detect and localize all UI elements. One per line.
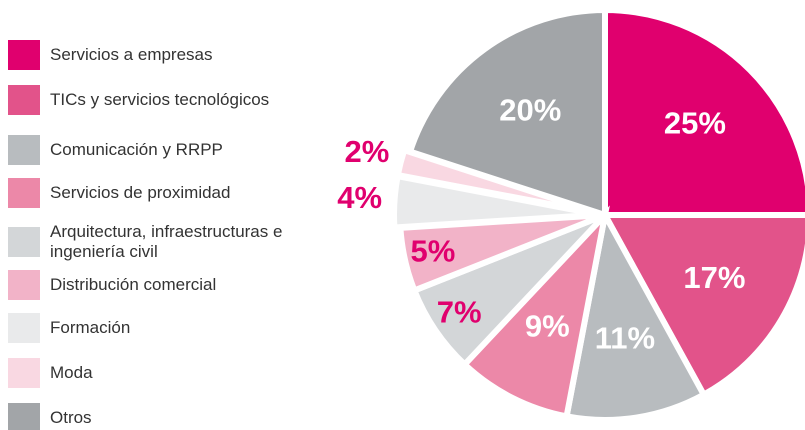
legend-swatch [8, 358, 40, 388]
legend-swatch [8, 313, 40, 343]
legend-item: Servicios a empresas [8, 40, 315, 70]
legend-item: Moda [8, 358, 315, 388]
legend-label: Comunicación y RRPP [50, 140, 223, 159]
value-label: 11% [595, 321, 655, 356]
legend-swatch [8, 40, 40, 70]
legend-label: Servicios de proximidad [50, 183, 231, 202]
value-label: 7% [437, 294, 482, 329]
value-label: 20% [499, 92, 561, 127]
legend-swatch [8, 85, 40, 115]
legend-item: Distribución comercial [8, 270, 315, 300]
pie-slice [460, 205, 610, 420]
legend-label: Distribución comercial [50, 275, 217, 294]
legend-item: Otros [8, 403, 315, 430]
legend-item: Formación [8, 313, 315, 343]
legend-item: Servicios de proximidad [8, 178, 315, 208]
legend-label: TICs y servicios tecnológicos [50, 90, 270, 109]
legend-swatch [8, 178, 40, 208]
pie-slice [599, 212, 805, 399]
legend-label: Arquitectura, infraestructuras e ingenie… [50, 222, 283, 261]
legend-label: Servicios a empresas [50, 45, 213, 64]
legend-swatch [8, 403, 40, 430]
value-label: 4% [337, 180, 382, 215]
pie-slice [406, 6, 608, 220]
value-label: 5% [411, 234, 456, 269]
value-label: 17% [683, 260, 745, 295]
legend-item: Comunicación y RRPP [8, 135, 315, 165]
value-label: 2% [344, 134, 389, 169]
value-label: 9% [525, 308, 570, 343]
legend-swatch [8, 135, 40, 165]
legend-label: Moda [50, 363, 93, 382]
value-label: 25% [664, 105, 726, 140]
legend-swatch [8, 270, 40, 300]
legend-label: Formación [50, 318, 131, 337]
legend-swatch [8, 227, 40, 257]
legend-label: Otros [50, 408, 92, 427]
legend-item: Arquitectura, infraestructuras e ingenie… [8, 222, 315, 262]
pie-slice [602, 6, 805, 218]
legend-item: TICs y servicios tecnológicos [8, 85, 315, 115]
pie-slice [563, 206, 708, 423]
